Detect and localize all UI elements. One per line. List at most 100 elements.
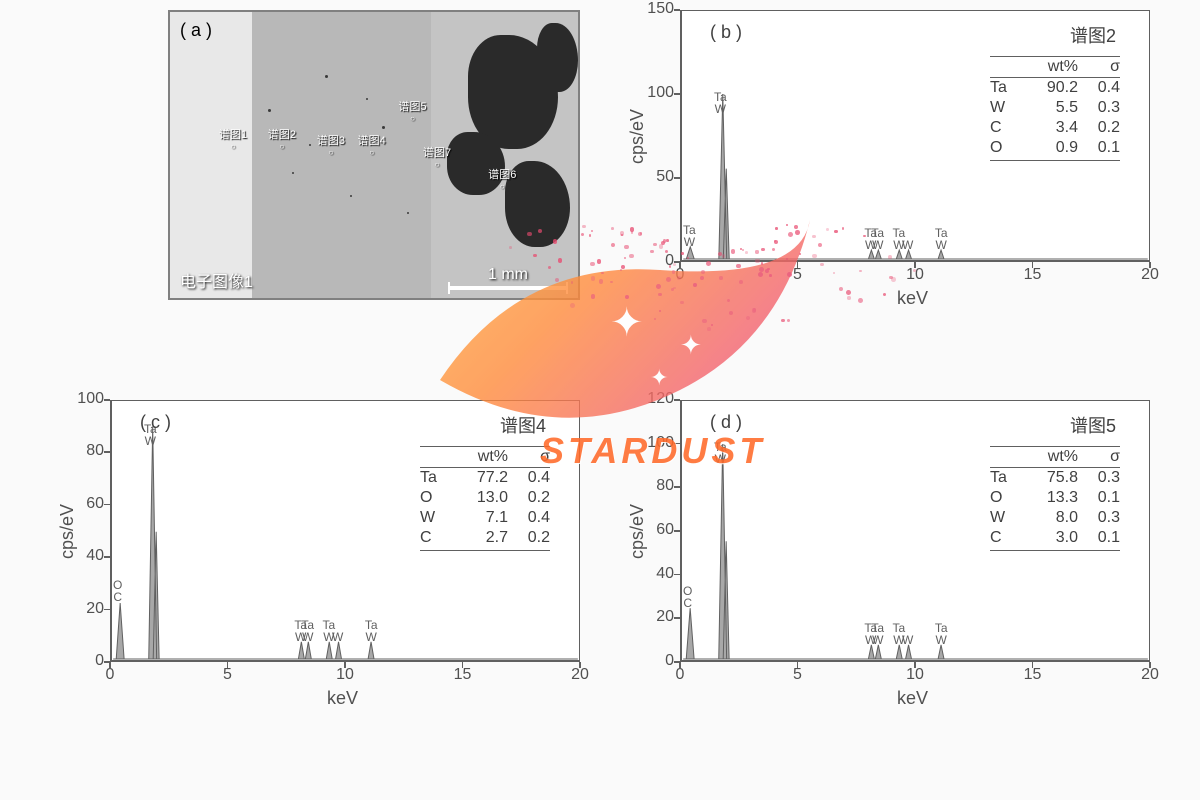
watermark-dot (581, 233, 584, 236)
sem-speck (309, 144, 311, 146)
x-axis-label: keV (327, 688, 358, 709)
y-tick-label: 80 (64, 442, 104, 460)
sem-speck (350, 195, 352, 197)
table-row: C3.40.2 (990, 118, 1120, 138)
x-tick-mark (1149, 262, 1151, 268)
y-tick-label: 120 (634, 390, 674, 408)
x-tick-mark (1149, 662, 1151, 668)
peak-label-minor: TaW (871, 622, 884, 646)
y-tick-label: 50 (634, 168, 674, 186)
spectrum-point-marker: 谱图4 (358, 132, 386, 157)
y-axis-label: cps/eV (57, 504, 78, 559)
sem-speck (407, 212, 409, 214)
watermark-dot (570, 303, 575, 308)
y-tick-label: 20 (634, 608, 674, 626)
y-tick-mark (104, 451, 110, 453)
x-tick-label: 10 (900, 266, 930, 284)
peak-label-minor: W (902, 227, 913, 251)
x-tick-mark (797, 662, 799, 668)
x-tick-mark (914, 662, 916, 668)
y-tick-mark (674, 486, 680, 488)
composition-table: wt%σTa77.20.4O13.00.2W7.10.4C2.70.2 (420, 446, 550, 551)
watermark-dot (590, 262, 594, 266)
peak-label-minor: W (902, 622, 913, 646)
table-row: W5.50.3 (990, 98, 1120, 118)
peak-label-secondary: OC (683, 585, 692, 609)
peak-label-minor: TaW (935, 227, 948, 251)
y-tick-label: 100 (64, 390, 104, 408)
sem-speck (366, 98, 368, 100)
composition-table: wt%σTa75.80.3O13.30.1W8.00.3C3.00.1 (990, 446, 1120, 551)
x-tick-label: 0 (665, 266, 695, 284)
sem-region-left-bright (170, 12, 252, 298)
y-tick-mark (674, 443, 680, 445)
x-tick-label: 20 (565, 666, 595, 684)
sparkle-icon: ✦ (680, 330, 702, 361)
x-tick-label: 20 (1135, 266, 1165, 284)
x-tick-mark (1032, 262, 1034, 268)
y-tick-mark (674, 617, 680, 619)
x-tick-label: 15 (1018, 266, 1048, 284)
y-tick-mark (104, 504, 110, 506)
peak-label-minor: TaW (871, 227, 884, 251)
x-tick-label: 15 (448, 666, 478, 684)
table-row: C2.70.2 (420, 528, 550, 548)
y-tick-label: 20 (64, 600, 104, 618)
table-header: wt%σ (420, 446, 550, 468)
y-tick-mark (104, 399, 110, 401)
table-header: wt%σ (990, 56, 1120, 78)
x-tick-label: 10 (330, 666, 360, 684)
peak-label-minor: TaW (301, 619, 314, 643)
y-tick-label: 150 (634, 0, 674, 18)
x-tick-mark (227, 662, 229, 668)
panel-a-sem-image: 谱图1谱图2谱图3谱图4谱图5谱图7谱图6 ( a ) 电子图像1 1 mm (168, 10, 580, 300)
x-tick-mark (679, 262, 681, 268)
table-row: O13.30.1 (990, 488, 1120, 508)
spectrum-point-marker: 谱图7 (423, 144, 451, 169)
panel-letter: ( b ) (710, 22, 742, 43)
x-tick-mark (1032, 662, 1034, 668)
scale-bar-line (448, 286, 568, 290)
x-tick-label: 10 (900, 666, 930, 684)
spectrum-point-marker: 谱图3 (317, 132, 345, 157)
y-tick-label: 40 (634, 565, 674, 583)
watermark-dot (589, 234, 592, 237)
peak-label-minor: TaW (935, 622, 948, 646)
spectrum-point-marker: 谱图1 (219, 126, 247, 151)
watermark-dot (582, 225, 586, 229)
sem-speck (325, 75, 328, 78)
watermark-dot (591, 294, 596, 299)
x-tick-mark (344, 662, 346, 668)
peak-label-main: TaW (714, 91, 727, 115)
y-tick-mark (674, 574, 680, 576)
x-tick-mark (679, 662, 681, 668)
x-axis-label: keV (897, 688, 928, 709)
table-row: W8.00.3 (990, 508, 1120, 528)
y-tick-label: 100 (634, 84, 674, 102)
panel-letter: ( c ) (140, 412, 171, 433)
sem-background: 谱图1谱图2谱图3谱图4谱图5谱图7谱图6 (170, 12, 578, 298)
sparkle-icon: ✦ (650, 365, 668, 391)
x-tick-label: 20 (1135, 666, 1165, 684)
spectrum-title: 谱图2 (1070, 22, 1116, 48)
y-tick-mark (674, 399, 680, 401)
x-tick-mark (797, 262, 799, 268)
y-tick-mark (674, 9, 680, 11)
y-tick-mark (674, 93, 680, 95)
scale-bar-label: 1 mm (488, 266, 528, 284)
spectrum-title: 谱图4 (500, 412, 546, 438)
panel-c-spectrum: TaWOCTaWTaWTaWWTaW02040608010005101520cp… (30, 390, 592, 730)
composition-table: wt%σTa90.20.4W5.50.3C3.40.2O0.90.1 (990, 56, 1120, 161)
panel-d-spectrum: TaWOCTaWTaWTaWWTaW0204060801001200510152… (600, 390, 1162, 730)
spectrum-point-marker: 谱图5 (398, 98, 426, 123)
peak-label-main: TaW (714, 441, 727, 465)
x-tick-label: 5 (783, 666, 813, 684)
x-tick-mark (579, 662, 581, 668)
watermark-dot (591, 230, 593, 232)
peak-label-minor: W (332, 619, 343, 643)
panel-a-letter: ( a ) (180, 20, 212, 41)
peak-label-secondary: TaW (683, 224, 696, 248)
x-tick-mark (109, 662, 111, 668)
panel-b-spectrum: TaWTaWTaWTaWTaWWTaW05010015005101520cps/… (600, 0, 1162, 320)
y-tick-label: 100 (634, 434, 674, 452)
